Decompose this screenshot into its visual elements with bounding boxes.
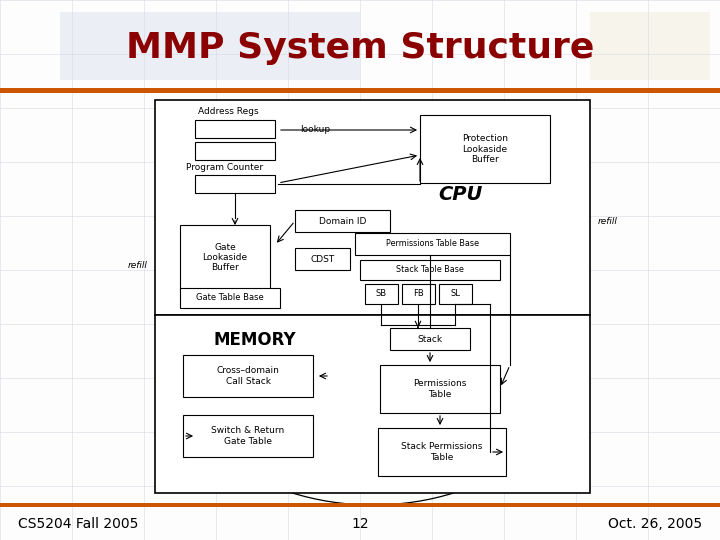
Bar <box>402 284 435 304</box>
Bar <box>390 328 470 350</box>
Text: MEMORY: MEMORY <box>214 331 297 349</box>
Text: Stack Permissions
Table: Stack Permissions Table <box>401 442 482 462</box>
Text: MMP System Structure: MMP System Structure <box>126 31 594 65</box>
Bar <box>155 315 590 493</box>
Text: CS5204 Fall 2005: CS5204 Fall 2005 <box>18 517 138 531</box>
Bar <box>295 210 390 232</box>
Bar <box>183 415 313 457</box>
Text: Permissions Table Base: Permissions Table Base <box>386 240 479 248</box>
Bar <box>0 503 720 507</box>
Text: Stack: Stack <box>418 334 443 343</box>
Bar <box>360 260 500 280</box>
Bar <box>439 284 472 304</box>
Text: CDST: CDST <box>310 254 335 264</box>
Bar <box>180 225 270 290</box>
Text: Cross–domain
Call Stack: Cross–domain Call Stack <box>217 366 279 386</box>
Bar <box>195 120 275 138</box>
Text: Address Regs: Address Regs <box>198 107 258 117</box>
Bar <box>155 100 590 315</box>
Text: FB: FB <box>413 289 424 299</box>
Text: Oct. 26, 2005: Oct. 26, 2005 <box>608 517 702 531</box>
Text: Switch & Return
Gate Table: Switch & Return Gate Table <box>212 426 284 445</box>
Bar <box>183 355 313 397</box>
Text: Domain ID: Domain ID <box>319 217 366 226</box>
Bar <box>378 428 506 476</box>
Bar <box>0 88 720 93</box>
Text: Gate
Lookaside
Buffer: Gate Lookaside Buffer <box>202 242 248 272</box>
Bar <box>195 142 275 160</box>
Bar <box>420 115 550 183</box>
Bar <box>60 12 360 80</box>
Text: SL: SL <box>451 289 460 299</box>
Bar <box>380 365 500 413</box>
Text: lookup: lookup <box>300 125 330 134</box>
Text: refill: refill <box>128 260 148 269</box>
Bar <box>180 288 280 308</box>
Bar <box>195 175 275 193</box>
Text: 12: 12 <box>351 517 369 531</box>
Text: Permissions
Table: Permissions Table <box>413 379 467 399</box>
Text: Gate Table Base: Gate Table Base <box>196 294 264 302</box>
Text: Protection
Lookaside
Buffer: Protection Lookaside Buffer <box>462 134 508 164</box>
Text: refill: refill <box>598 218 618 226</box>
Bar <box>365 284 398 304</box>
Text: Program Counter: Program Counter <box>186 164 264 172</box>
Bar <box>590 12 710 80</box>
Text: Stack Table Base: Stack Table Base <box>396 266 464 274</box>
Text: CPU: CPU <box>438 186 482 205</box>
Bar <box>295 248 350 270</box>
Text: SB: SB <box>376 289 387 299</box>
Bar <box>355 233 510 255</box>
